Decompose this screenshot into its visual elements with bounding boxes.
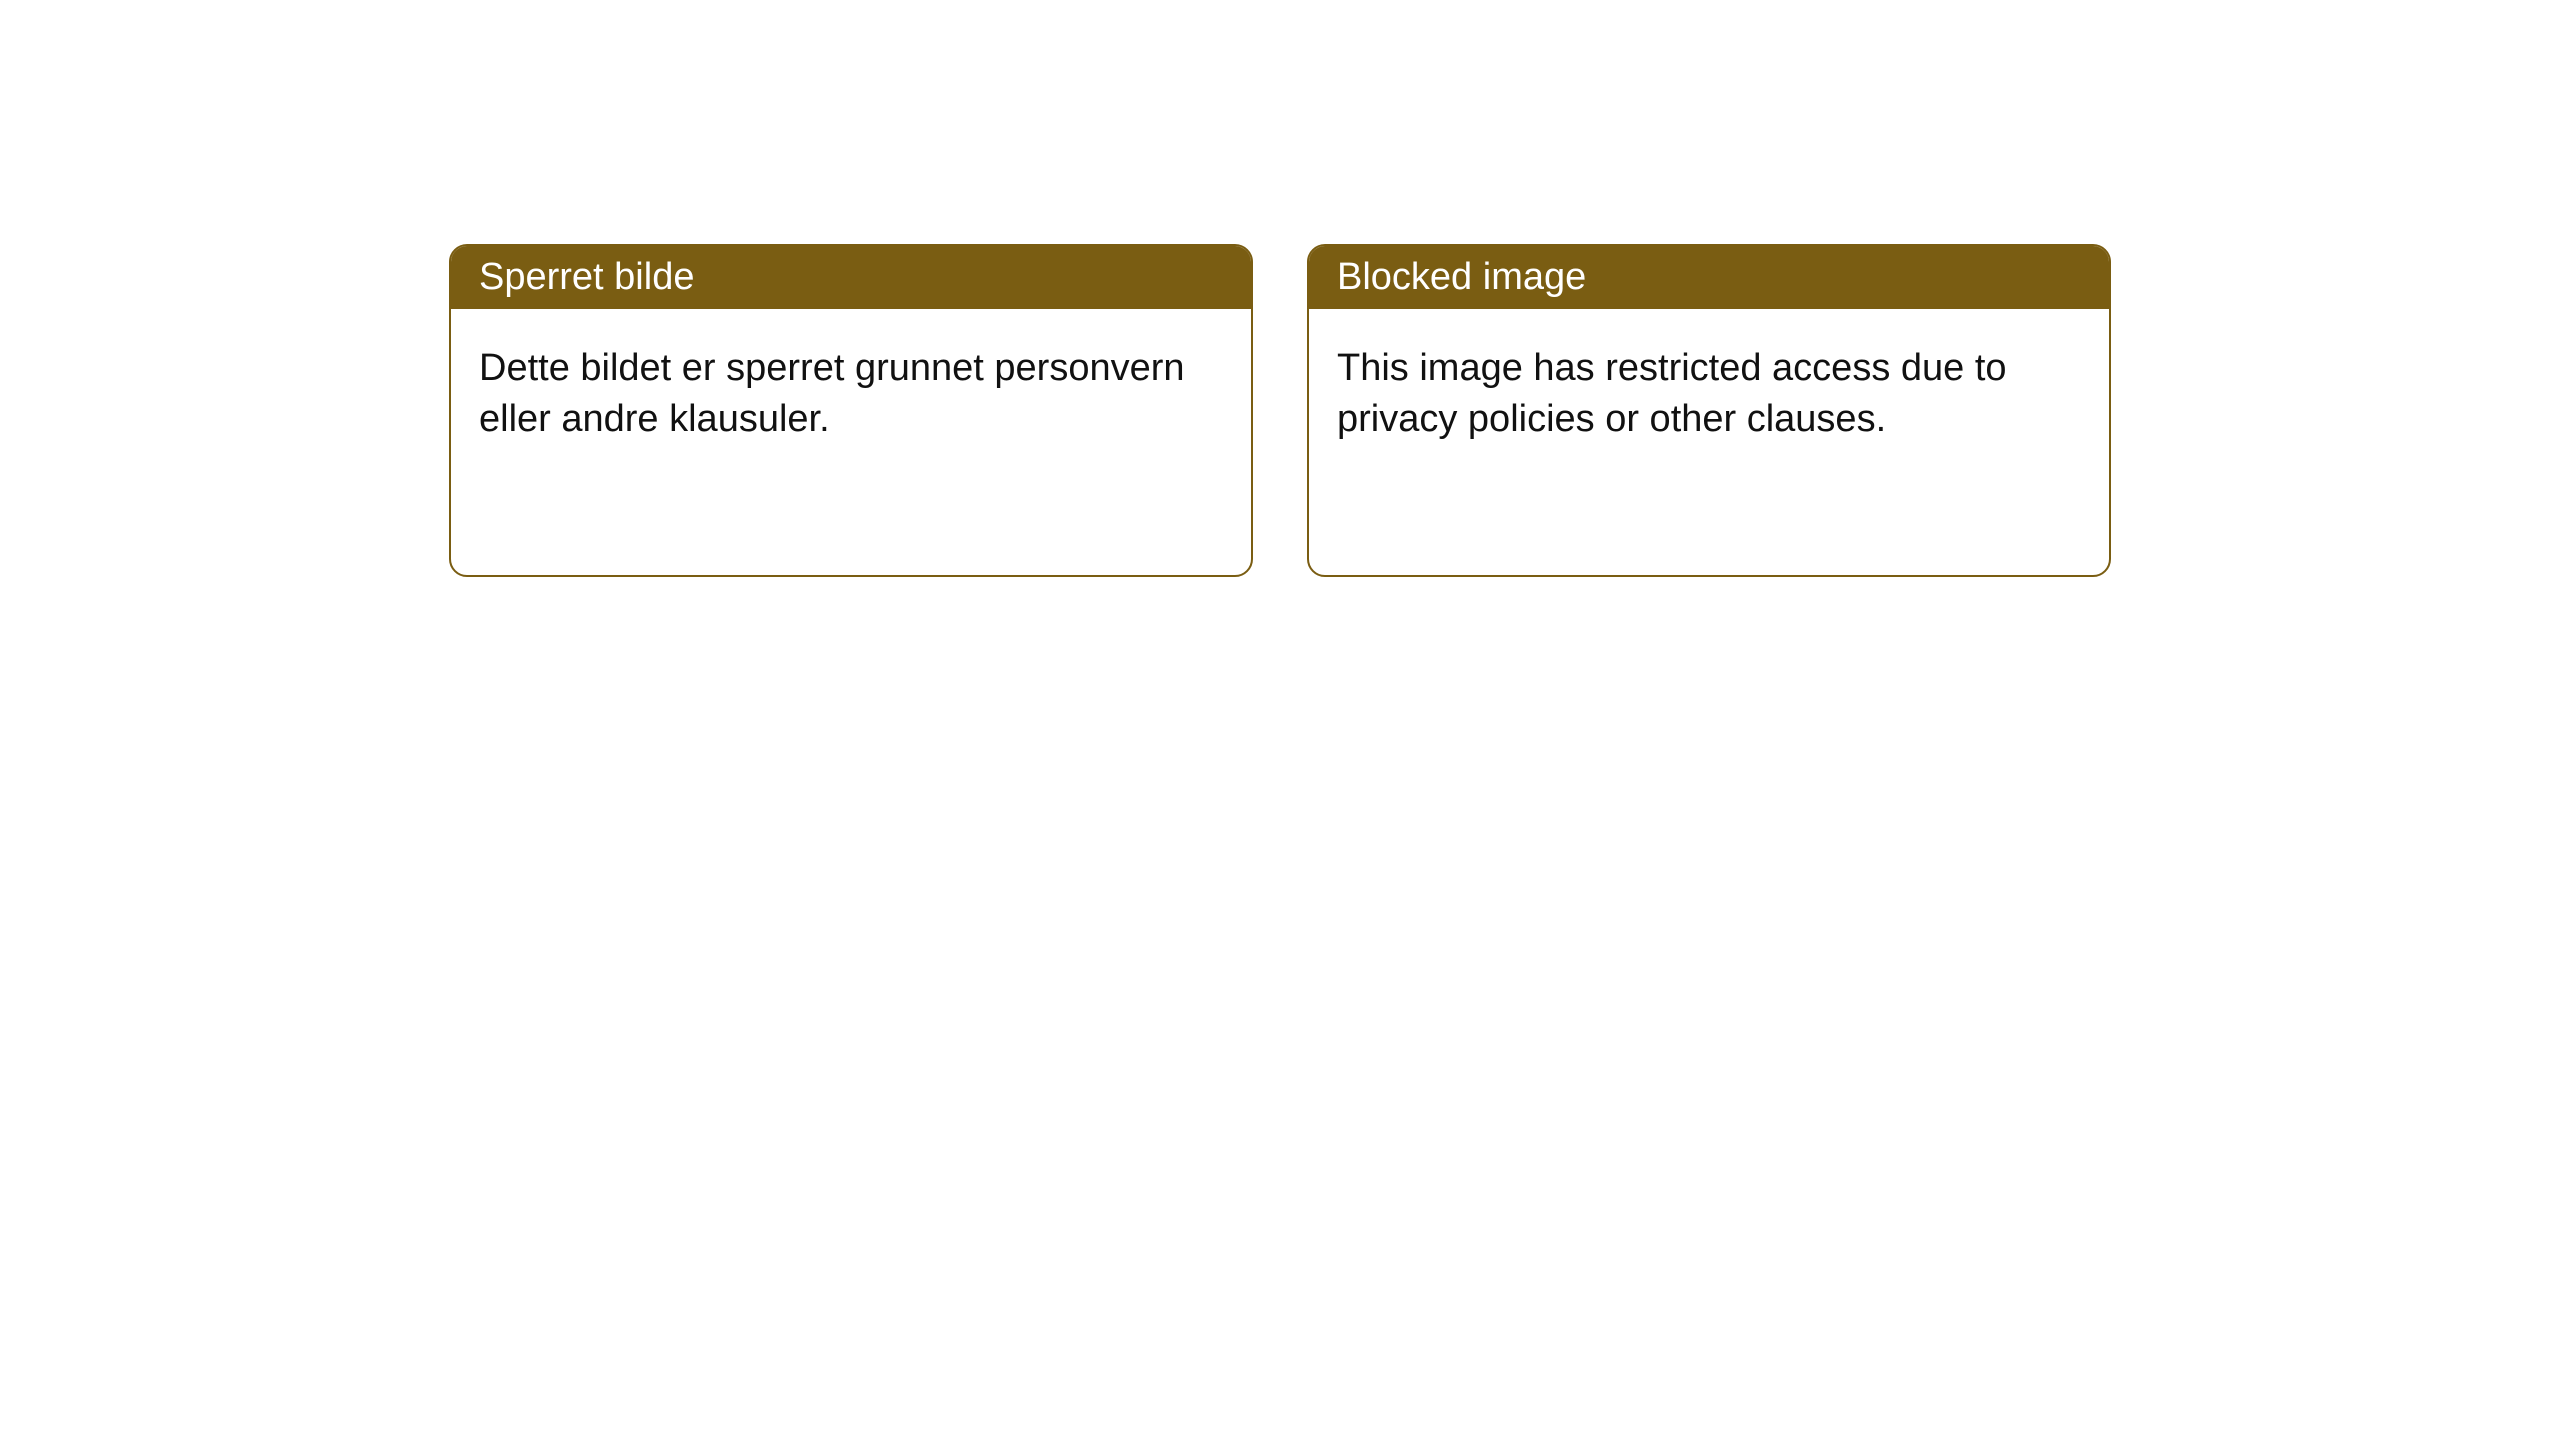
notice-container: Sperret bilde Dette bildet er sperret gr… [0,0,2560,577]
card-body-text: Dette bildet er sperret grunnet personve… [479,347,1185,440]
blocked-image-card-english: Blocked image This image has restricted … [1307,244,2111,577]
blocked-image-card-norwegian: Sperret bilde Dette bildet er sperret gr… [449,244,1253,577]
card-header: Blocked image [1309,246,2109,309]
card-body: Dette bildet er sperret grunnet personve… [451,309,1251,474]
card-title: Sperret bilde [479,256,694,298]
card-body: This image has restricted access due to … [1309,309,2109,474]
card-header: Sperret bilde [451,246,1251,309]
card-body-text: This image has restricted access due to … [1337,347,2007,440]
card-title: Blocked image [1337,256,1586,298]
